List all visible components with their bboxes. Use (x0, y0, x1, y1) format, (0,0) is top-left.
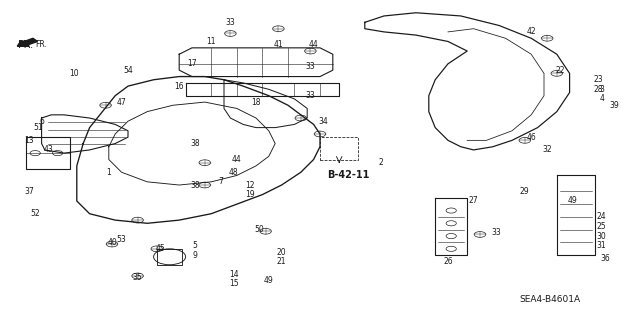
Text: 23: 23 (593, 75, 604, 84)
Text: 28: 28 (594, 85, 603, 94)
Bar (320, 137, 358, 160)
Text: 39: 39 (609, 101, 620, 110)
Text: 29: 29 (520, 187, 530, 196)
Text: 21: 21 (277, 257, 286, 266)
Text: 33: 33 (225, 18, 236, 27)
Text: 2: 2 (378, 158, 383, 167)
Text: 17: 17 (187, 59, 197, 68)
Text: 26: 26 (443, 257, 453, 266)
Text: 14: 14 (228, 270, 239, 279)
Text: 37: 37 (24, 187, 34, 196)
Text: 16: 16 (174, 82, 184, 91)
Text: 46: 46 (526, 133, 536, 142)
Text: SEA4-B4601A: SEA4-B4601A (520, 295, 581, 304)
Text: 48: 48 (228, 168, 239, 177)
Text: 47: 47 (116, 98, 127, 107)
Text: 22: 22 (556, 66, 564, 75)
Text: 53: 53 (116, 235, 127, 244)
Text: 52: 52 (30, 209, 40, 218)
Text: 13: 13 (24, 136, 34, 145)
Text: 38: 38 (190, 139, 200, 148)
Text: 34: 34 (318, 117, 328, 126)
Text: FR.: FR. (35, 40, 47, 48)
Text: 10: 10 (68, 69, 79, 78)
Text: 38: 38 (190, 181, 200, 189)
Text: 24: 24 (596, 212, 607, 221)
Text: 33: 33 (305, 63, 316, 71)
Text: 18: 18 (252, 98, 260, 107)
Text: 19: 19 (244, 190, 255, 199)
Text: 20: 20 (276, 248, 287, 256)
Text: 33: 33 (305, 91, 316, 100)
Text: 44: 44 (308, 40, 319, 49)
Text: 45: 45 (155, 244, 165, 253)
Text: 1: 1 (106, 168, 111, 177)
Text: 12: 12 (245, 181, 254, 189)
Text: B-42-11: B-42-11 (328, 170, 370, 181)
Text: 40: 40 (107, 238, 117, 247)
Text: 35: 35 (132, 273, 143, 282)
Text: 44: 44 (232, 155, 242, 164)
Text: 7: 7 (218, 177, 223, 186)
Text: 9: 9 (193, 251, 198, 260)
Text: 36: 36 (600, 254, 610, 263)
Text: 32: 32 (542, 145, 552, 154)
Text: 4: 4 (599, 94, 604, 103)
Text: 49: 49 (264, 276, 274, 285)
Text: 33: 33 (491, 228, 501, 237)
Text: 6: 6 (39, 117, 44, 126)
Text: FR.: FR. (18, 40, 33, 50)
Text: 15: 15 (228, 279, 239, 288)
Text: 27: 27 (468, 197, 479, 205)
Text: 51: 51 (33, 123, 44, 132)
Text: 5: 5 (193, 241, 198, 250)
Text: 41: 41 (273, 40, 284, 49)
Text: 11: 11 (207, 37, 216, 46)
Text: 30: 30 (596, 232, 607, 241)
Text: 50: 50 (254, 225, 264, 234)
Text: 31: 31 (596, 241, 607, 250)
Text: 25: 25 (596, 222, 607, 231)
Text: 49: 49 (568, 197, 578, 205)
Text: 54: 54 (123, 66, 133, 75)
Text: 42: 42 (526, 27, 536, 36)
Bar (26, 137, 70, 169)
FancyArrow shape (17, 38, 37, 46)
Text: 3: 3 (599, 85, 604, 94)
Text: 43: 43 (43, 145, 53, 154)
